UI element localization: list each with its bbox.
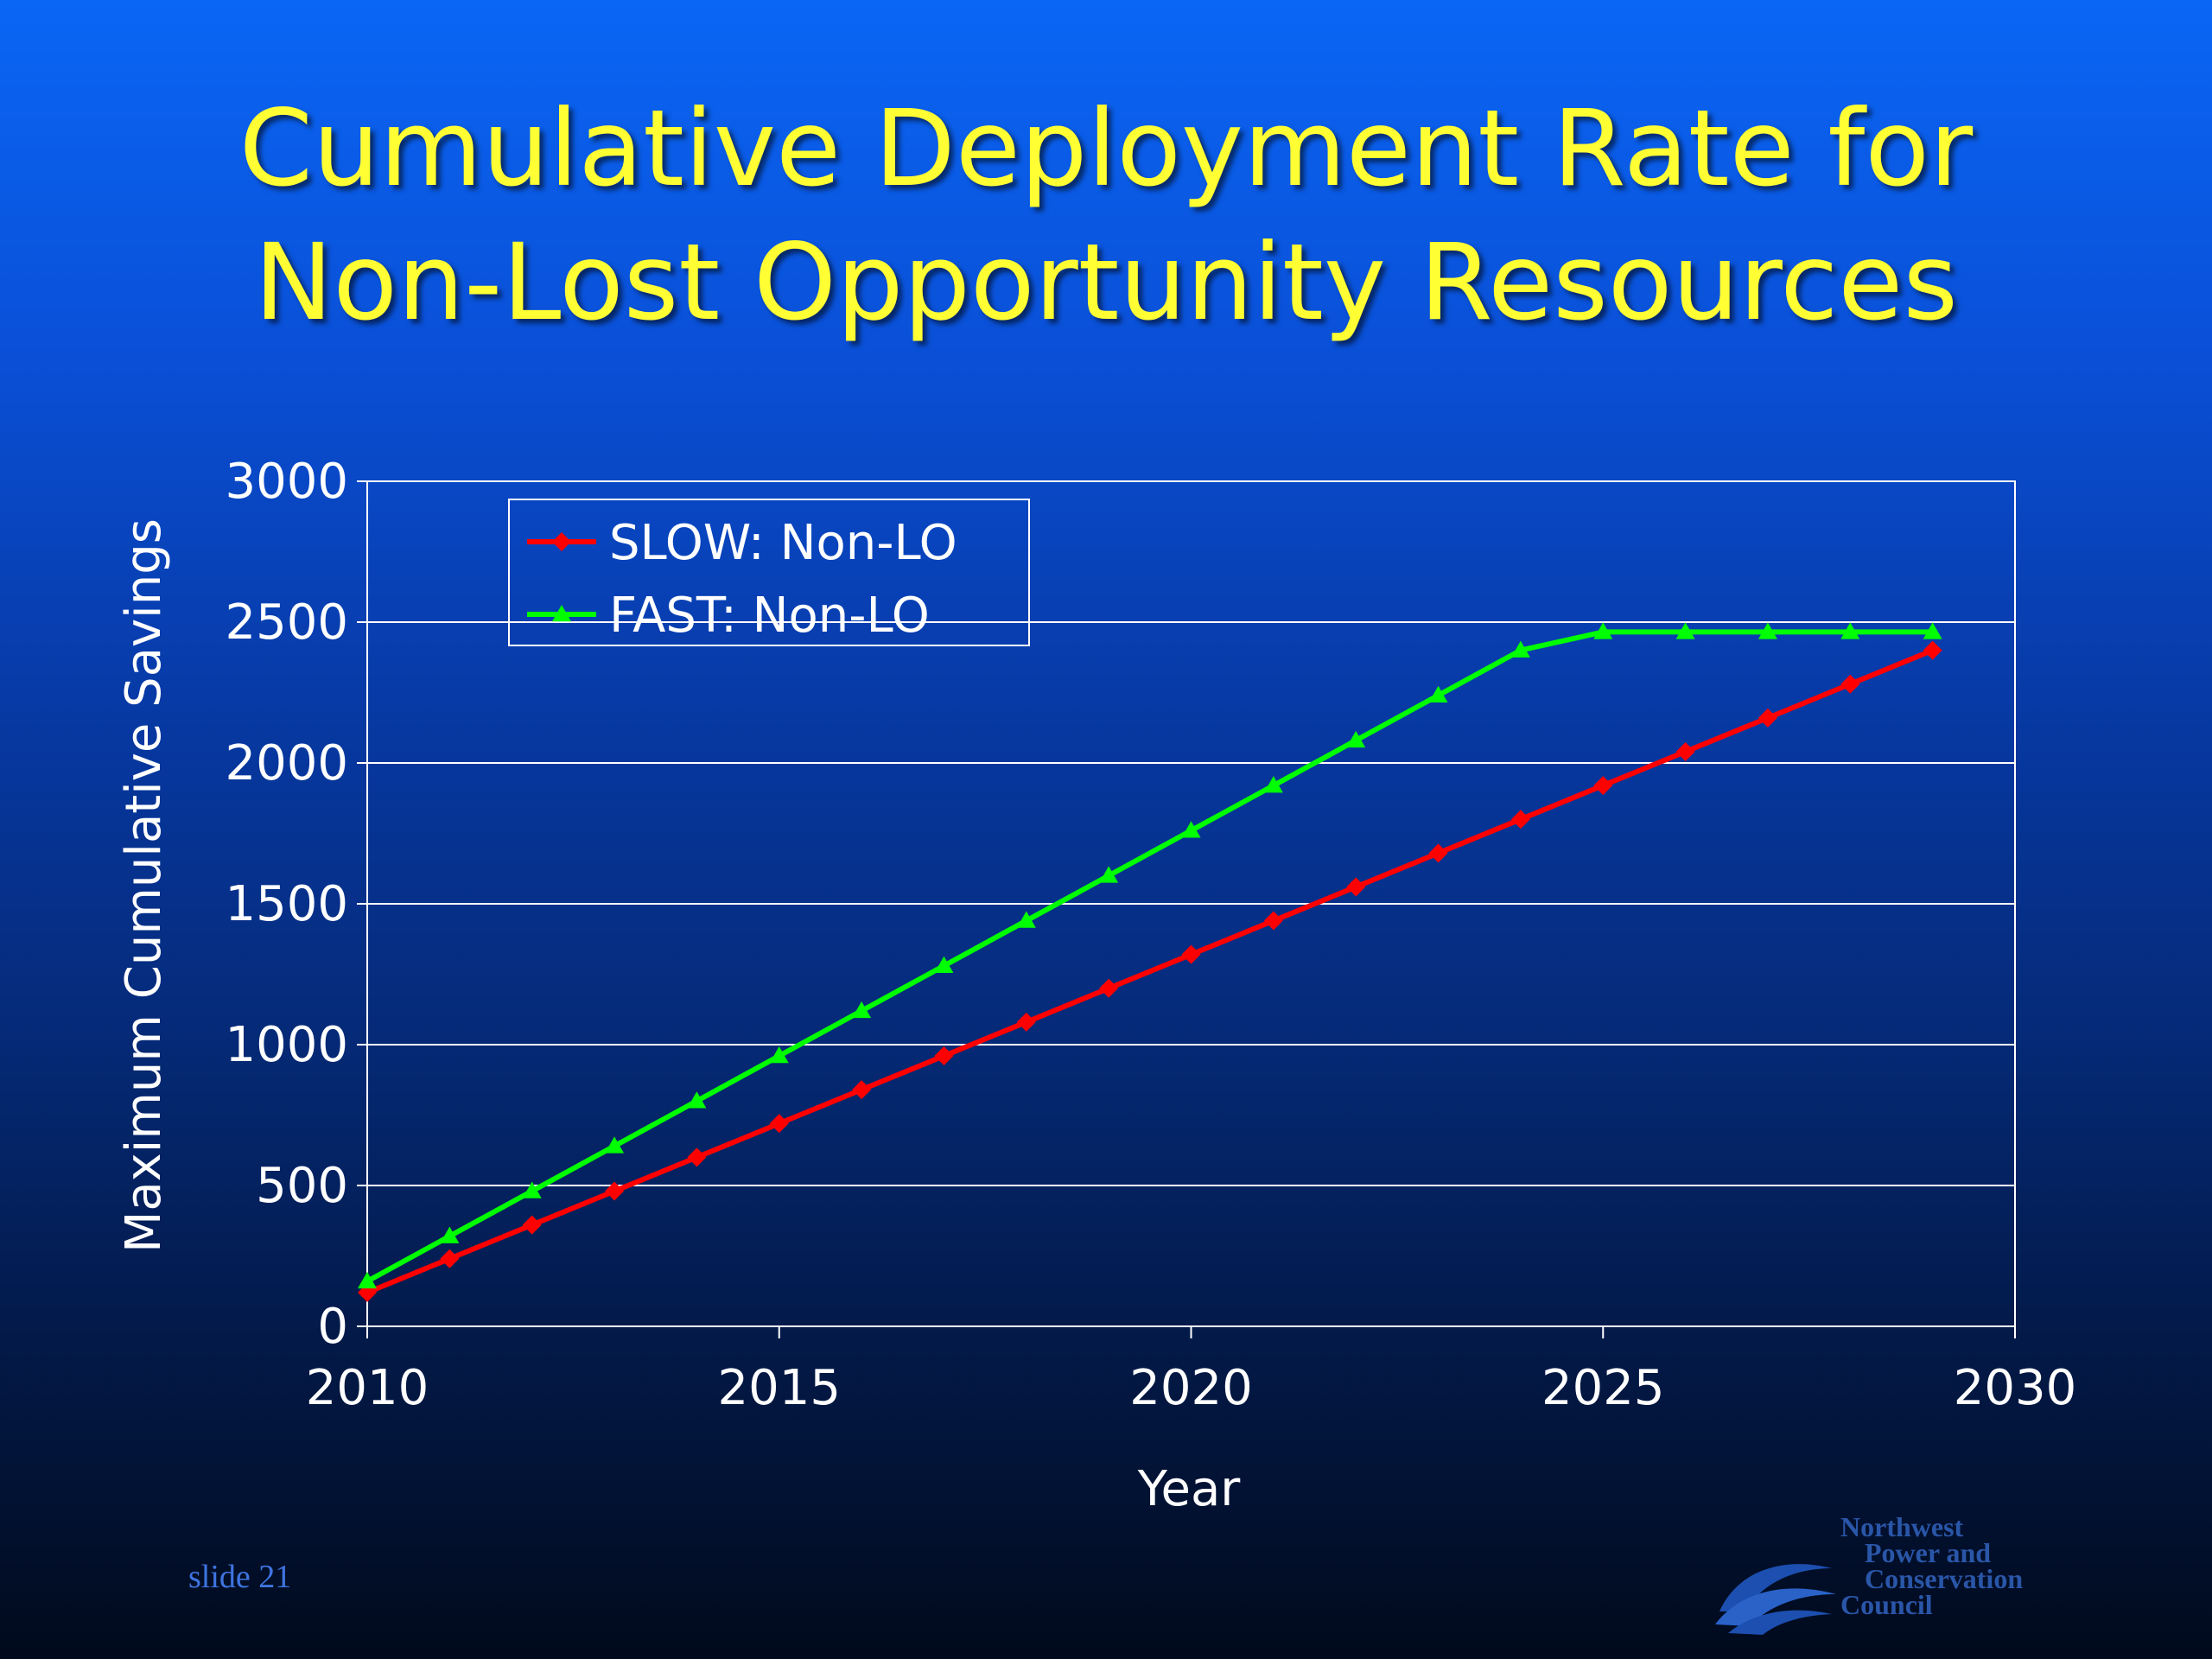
data-point [440,1249,460,1268]
slide-title-line2: Non-Lost Opportunity Resources [254,221,1958,344]
y-tick-label-0: 0 [317,1299,348,1355]
data-point [522,1215,542,1235]
y-tick-label-1500: 1500 [225,876,348,932]
data-point [1593,776,1613,796]
legend-marker-1 [552,605,571,622]
y-tick-label-2000: 2000 [225,735,348,791]
data-point [358,1271,377,1289]
data-point [1758,622,1777,639]
data-point [1099,866,1119,883]
chart-series [358,622,1942,1302]
y-axis-label: Maximum Cumulative Savings [116,518,172,1253]
data-point [1675,741,1695,761]
series-fast [358,622,1942,1289]
data-point [1840,674,1860,694]
legend-box [508,499,1030,646]
series-slow [358,640,1942,1302]
data-point [1923,622,1942,639]
data-point [1923,640,1942,660]
x-tick-label-2025: 2025 [1541,1360,1665,1416]
data-point [852,1080,872,1100]
data-point [1840,622,1860,639]
y-tick-label-3000: 3000 [225,454,348,510]
data-point [522,1181,542,1198]
series-line [365,647,1934,1295]
data-point [1428,843,1448,863]
x-tick-label-2020: 2020 [1129,1360,1253,1416]
y-axis-ticks: 0 500 1000 1500 2000 2500 3000 [225,454,367,1355]
x-tick-label-2010: 2010 [306,1360,429,1416]
data-point [934,956,954,973]
data-point [769,1046,789,1064]
legend-label-0: SLOW: Non-LO [609,515,957,571]
data-point [1593,622,1613,639]
slide-title: Cumulative Deployment Rate for Non-Lost … [0,82,2212,350]
y-tick-label-1000: 1000 [225,1017,348,1073]
slide-title-line1: Cumulative Deployment Rate for [238,87,1974,210]
data-point [1263,776,1283,793]
data-point [1016,911,1036,928]
council-logo: Northwest Power and Conservation Council [1711,1511,2074,1635]
data-point [1510,810,1530,830]
legend-marker-0 [552,532,571,551]
data-point [934,1046,954,1066]
data-point [1346,877,1366,897]
wave-emblem-icon [1715,1564,1836,1635]
data-point [605,1181,625,1201]
x-tick-label-2030: 2030 [1954,1360,2077,1416]
data-point [769,1114,789,1134]
data-point [687,1147,707,1167]
logo-line3: Conservation [1865,1563,2024,1594]
data-point [1181,944,1201,964]
data-point [852,1001,872,1019]
x-tick-label-2015: 2015 [717,1360,841,1416]
legend-label-1: FAST: Non-LO [609,588,930,644]
data-point [1099,978,1119,998]
data-point [1675,622,1695,639]
data-point [440,1226,460,1243]
data-point [687,1091,707,1109]
x-axis-ticks: 2010 2015 2020 2025 2030 [306,1326,2077,1416]
data-point [1016,1012,1036,1032]
data-point [1346,730,1366,748]
data-point [1428,685,1448,703]
data-point [605,1136,625,1154]
chart-legend: SLOW: Non-LO FAST: Non-LO [508,499,1030,646]
logo-line4: Council [1840,1589,1933,1620]
y-tick-label-2500: 2500 [225,594,348,651]
y-tick-label-500: 500 [256,1158,348,1214]
x-axis-label: Year [1137,1461,1242,1517]
data-point [1181,821,1201,838]
logo-line2: Power and [1865,1537,1992,1568]
data-point [1758,708,1777,728]
series-line [365,629,1933,1284]
data-point [1263,911,1283,931]
data-point [1510,640,1530,658]
logo-line1: Northwest [1840,1511,1964,1542]
slide-number: slide 21 [188,1559,292,1595]
